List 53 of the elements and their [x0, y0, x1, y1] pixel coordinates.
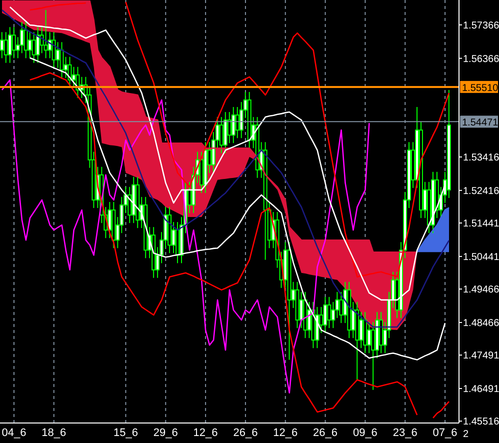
- candlestick: [4, 32, 8, 64]
- x-tick-label: 12_6: [193, 426, 218, 439]
- y-tick-label: 1.52416: [463, 186, 499, 197]
- candlestick: [108, 201, 112, 239]
- line-series: [1, 79, 370, 394]
- x-tick-label: 29_6: [153, 426, 178, 439]
- candlestick: [219, 116, 224, 154]
- candlestick: [339, 291, 344, 324]
- candlestick: [0, 32, 4, 59]
- ref-line-label: 1.54471: [462, 118, 499, 129]
- y-tick-label: 1.49466: [463, 284, 499, 296]
- candlestick: [227, 112, 232, 144]
- candlestick: [12, 26, 16, 59]
- x-tick-label: 18_6: [42, 426, 66, 439]
- candlestick: [60, 42, 64, 78]
- candlestick: [323, 296, 328, 334]
- candlestick: [32, 32, 36, 64]
- y-tick-label: 1.48466: [463, 318, 499, 330]
- candlestick: [52, 32, 56, 68]
- candlestick: [8, 26, 12, 64]
- ref-line-label: 1.55510: [462, 82, 499, 94]
- candlestick: [44, 10, 48, 59]
- x-tick-label: 26_6: [233, 426, 258, 439]
- candlestick: [128, 186, 132, 224]
- candlestick: [359, 311, 364, 349]
- x-tick-label: 26_6: [313, 426, 338, 439]
- y-tick-label: 1.51441: [463, 218, 499, 230]
- candlestick: [327, 296, 332, 329]
- line-series: [29, 72, 418, 416]
- candlestick: [307, 301, 312, 339]
- y-tick-label: 1.46491: [463, 384, 499, 396]
- candlestick: [235, 106, 240, 139]
- y-tick-label: 1.47491: [463, 350, 499, 362]
- x-tick-label: 07_6: [432, 426, 458, 439]
- text: 2: [463, 429, 469, 440]
- candlestick: [299, 291, 304, 329]
- x-tick-label: 09_6: [352, 426, 378, 439]
- candlestick: [20, 22, 24, 54]
- x-tick-label: 12_6: [273, 426, 298, 439]
- y-tick-label: 1.53416: [463, 152, 499, 164]
- x-tick-label: 15_6: [113, 426, 138, 439]
- y-tick-label: 1.56366: [463, 54, 499, 65]
- line-series: [432, 400, 450, 419]
- candlestick: [72, 66, 76, 88]
- y-tick-label: 1.57366: [463, 20, 499, 32]
- candlestick: [367, 322, 372, 354]
- y-tick-label: 1.45516: [463, 416, 499, 428]
- x-tick-label: 04_6: [2, 426, 26, 439]
- x-tick-label: 23_6: [392, 426, 418, 439]
- candlestick: [371, 322, 376, 390]
- y-tick-label: 1.50441: [463, 252, 499, 263]
- candlestick: [231, 106, 236, 144]
- candlestick: [24, 22, 28, 59]
